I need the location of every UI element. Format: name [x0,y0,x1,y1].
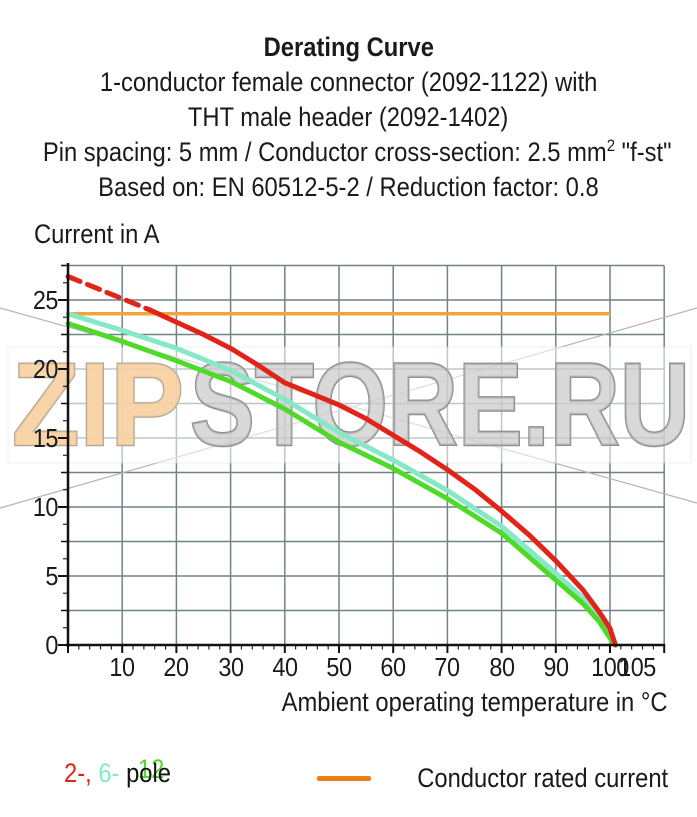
curve-2-pole [146,307,618,648]
x-tick-100: 100 [591,652,629,682]
legend-2-pole: 2-, [64,758,92,788]
chart-subtitle-header: THT male header (2092-1402) [188,102,509,132]
x-tick-40: 40 [272,652,298,682]
y-tick-20: 20 [32,354,59,384]
chart-title-block: Derating Curve 1-conductor female connec… [0,30,697,205]
x-tick-20: 20 [163,652,190,682]
x-tick-30: 30 [218,652,244,682]
chart-subtitle-spec: Pin spacing: 5 mm / Conductor cross-sect… [42,136,672,167]
rated-current-label: Conductor rated current [417,762,668,793]
x-tick-105: 105 [618,652,656,682]
rated-current-line-swatch [316,775,371,781]
y-tick-25: 25 [32,285,59,315]
y-axis-title: Current in A [34,219,160,249]
pole-legend: 2-, 6- 12 pole [64,754,186,789]
chart-subtitle-connector: 1-conductor female connector (2092-1122)… [99,67,598,97]
y-tick-5: 5 [45,561,58,591]
superscript-2: 2 [606,136,616,155]
chart-title: Derating Curve [263,32,434,62]
curve-6-pole [65,311,618,648]
y-tick-15: 15 [32,423,59,453]
legend-6-pole: 6- [98,758,120,788]
legend-12-pole: 12 [137,754,165,784]
x-tick-90: 90 [543,652,569,682]
x-tick-10: 10 [109,652,136,682]
watermark-store-ru: STORE.RU [190,339,690,471]
curve-2-pole-dashed [65,274,152,313]
y-tick-10: 10 [32,492,59,522]
y-tick-0: 0 [45,630,58,660]
watermark-zip: ZIP [12,339,184,471]
chart-subtitle-standard: Based on: EN 60512-5-2 / Reduction facto… [98,172,599,202]
x-tick-60: 60 [380,652,407,682]
x-axis-title: Ambient operating temperature in °C [282,687,668,717]
legend-pole-word: pole [126,758,172,788]
derating-chart-plot: ZIP STORE.RU [0,263,697,653]
rated-current-legend: Conductor rated current [316,762,668,794]
x-tick-50: 50 [326,652,352,682]
x-tick-80: 80 [489,652,515,682]
x-tick-70: 70 [434,652,461,682]
curve-12-pole [65,321,618,648]
